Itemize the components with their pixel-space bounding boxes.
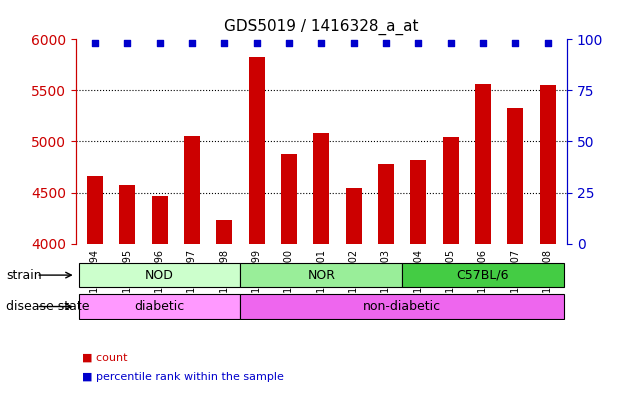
Text: diabetic: diabetic <box>135 300 185 313</box>
Point <box>316 40 326 46</box>
Text: strain: strain <box>6 268 42 282</box>
FancyBboxPatch shape <box>241 294 564 319</box>
Point <box>413 40 423 46</box>
Point <box>219 40 229 46</box>
Point <box>154 40 164 46</box>
Bar <box>249 57 265 244</box>
Point <box>381 40 391 46</box>
FancyBboxPatch shape <box>402 263 564 287</box>
Point <box>251 40 261 46</box>
Bar <box>152 196 168 244</box>
FancyBboxPatch shape <box>79 294 241 319</box>
Point <box>542 40 553 46</box>
FancyBboxPatch shape <box>79 263 241 287</box>
Bar <box>281 154 297 244</box>
Bar <box>345 189 362 244</box>
Point <box>187 40 197 46</box>
Bar <box>378 164 394 244</box>
Bar <box>313 133 329 244</box>
Title: GDS5019 / 1416328_a_at: GDS5019 / 1416328_a_at <box>224 19 418 35</box>
Text: NOD: NOD <box>146 268 174 282</box>
Point <box>122 40 132 46</box>
Bar <box>410 160 427 244</box>
Point <box>348 40 358 46</box>
Text: C57BL/6: C57BL/6 <box>457 268 509 282</box>
Bar <box>87 176 103 244</box>
Bar <box>119 185 135 244</box>
Bar <box>184 136 200 244</box>
FancyBboxPatch shape <box>241 263 402 287</box>
Text: ■ percentile rank within the sample: ■ percentile rank within the sample <box>82 372 284 382</box>
Text: non-diabetic: non-diabetic <box>363 300 441 313</box>
Bar <box>216 220 232 244</box>
Point <box>284 40 294 46</box>
Point <box>445 40 455 46</box>
Point <box>90 40 100 46</box>
Bar <box>442 138 459 244</box>
Text: ■ count: ■ count <box>82 353 127 363</box>
Bar <box>539 85 556 244</box>
Bar <box>475 84 491 244</box>
Point <box>510 40 520 46</box>
Bar <box>507 108 524 244</box>
Text: NOR: NOR <box>307 268 335 282</box>
Text: disease state: disease state <box>6 300 90 313</box>
Point <box>478 40 488 46</box>
